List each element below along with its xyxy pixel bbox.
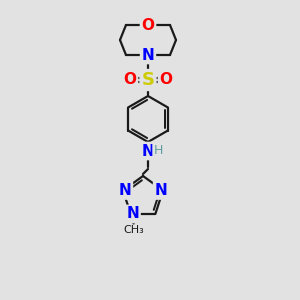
Text: N: N [126,206,139,221]
Text: N: N [154,183,167,198]
Text: H: H [153,143,163,157]
Text: O: O [142,17,154,32]
Text: CH₃: CH₃ [123,225,144,235]
Text: O: O [124,73,136,88]
Text: N: N [142,143,154,158]
Text: N: N [142,47,154,62]
Text: N: N [119,183,131,198]
Text: S: S [142,71,154,89]
Text: O: O [160,73,172,88]
